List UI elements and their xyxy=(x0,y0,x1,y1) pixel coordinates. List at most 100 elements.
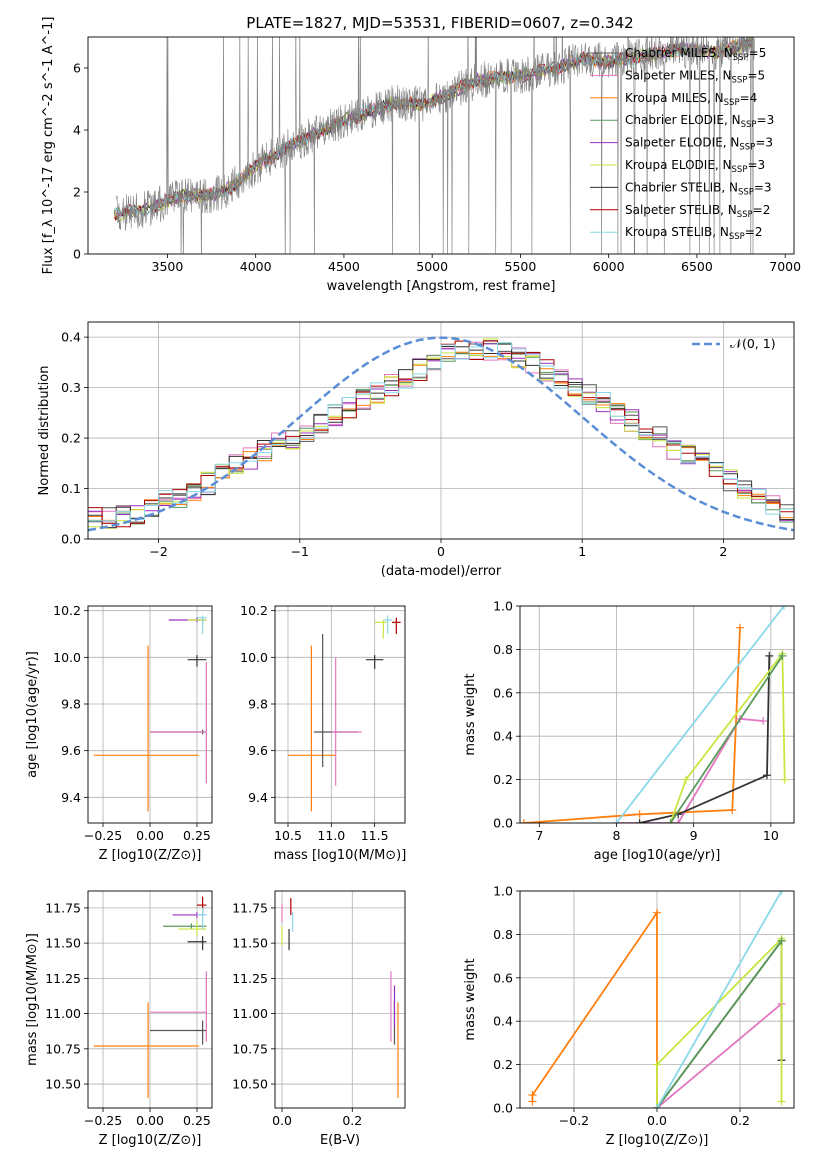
series-line xyxy=(656,940,783,1108)
x-tick-label: 7000 xyxy=(769,259,801,274)
legend-entry: Chabrier MILES, NSSP=5 xyxy=(625,46,766,63)
x-tick-label: 4500 xyxy=(328,259,360,274)
axes-frame xyxy=(274,890,406,1109)
x-tick-label: 0 xyxy=(437,544,445,559)
series-marker xyxy=(653,908,661,917)
legend-entry: Chabrier ELODIE, NSSP=3 xyxy=(625,113,774,130)
x-tick-label: 0.0 xyxy=(272,1113,292,1128)
legend-entry: Chabrier STELIB, NSSP=3 xyxy=(625,180,772,197)
figure-title: PLATE=1827, MJD=53531, FIBERID=0607, z=0… xyxy=(246,14,633,32)
y-tick-label: 0.3 xyxy=(61,380,81,395)
x-tick-label: −0.2 xyxy=(559,1113,589,1128)
series-line xyxy=(639,655,771,823)
y-tick-label: 0.0 xyxy=(493,816,513,831)
x-tick-label: 3500 xyxy=(152,259,184,274)
legend-entry: Salpeter ELODIE, NSSP=3 xyxy=(625,136,773,153)
x-axis-label: wavelength [Angstrom, rest frame] xyxy=(327,279,556,294)
legend-label: Salpeter ELODIE, N xyxy=(625,136,739,150)
y-tick-label: 10.0 xyxy=(53,650,81,665)
legend-subscript: SSP xyxy=(738,187,754,197)
plot-area xyxy=(88,336,794,532)
series-line xyxy=(669,655,784,823)
y-tick-label: 6 xyxy=(73,61,81,76)
plot-area xyxy=(528,891,786,1108)
x-tick-label: −0.25 xyxy=(84,828,122,843)
legend-label: Kroupa MILES, N xyxy=(625,91,724,105)
y-tick-label: 10.0 xyxy=(240,650,268,665)
x-axis-label: (data-model)/error xyxy=(381,564,502,579)
x-tick-label: 8 xyxy=(613,828,621,843)
series-marker xyxy=(780,775,789,784)
y-tick-label: 10.2 xyxy=(53,603,81,618)
y-tick-label: 0.0 xyxy=(493,1101,513,1116)
y-axis-label: Normed distribution xyxy=(37,366,52,496)
x-axis-label: Z [log10(Z/Z⊙)] xyxy=(606,1133,709,1148)
series-line xyxy=(656,936,783,1108)
plot-area xyxy=(520,606,789,823)
x-tick-label: 11.5 xyxy=(361,828,389,843)
legend-subscript: SSP xyxy=(729,232,745,242)
y-tick-label: 9.8 xyxy=(248,697,268,712)
y-tick-label: 0.8 xyxy=(493,642,513,657)
y-tick-label: 9.8 xyxy=(61,697,81,712)
axes-mass_vs_Z: −0.25 0.00 0.25 10.50 10.75 11.00 11.25 11.50 11… xyxy=(25,890,213,1148)
series-marker xyxy=(779,606,788,610)
legend-entry: 𝒩(0, 1) xyxy=(730,336,776,351)
x-tick-label: −1 xyxy=(291,544,309,559)
y-axis-label: Flux [f_λ 10^-17 erg cm^-2 s^-1 A^-1] xyxy=(41,17,56,275)
x-tick-label: 11.0 xyxy=(317,828,345,843)
legend-subscript: SSP xyxy=(732,75,748,85)
series-marker xyxy=(759,717,768,726)
y-tick-label: 4 xyxy=(73,123,81,138)
legend-entry: Kroupa STELIB, NSSP=2 xyxy=(625,225,763,242)
y-tick-label: 0.2 xyxy=(493,772,513,787)
x-tick-label: 0.00 xyxy=(136,1113,164,1128)
legend-count: =5 xyxy=(747,68,765,82)
y-tick-label: 11.50 xyxy=(45,936,81,951)
series-marker xyxy=(653,1060,661,1069)
axes-mass_vs_ebv: 0.0 0.2 10.50 10.75 11.00 11.25 11.50 11.75 E(B-… xyxy=(232,890,406,1148)
y-tick-label: 0.1 xyxy=(61,481,81,496)
legend-label: Chabrier ELODIE, N xyxy=(625,113,741,127)
y-tick-label: 11.75 xyxy=(45,900,81,915)
series-marker xyxy=(778,651,787,660)
series-marker xyxy=(777,936,786,945)
x-tick-label: −0.25 xyxy=(84,1113,122,1128)
legend-count: =3 xyxy=(747,158,765,172)
y-tick-label: 10.2 xyxy=(240,603,268,618)
x-axis-label: E(B-V) xyxy=(320,1133,360,1148)
plot-area xyxy=(114,37,756,254)
x-tick-label: 0.2 xyxy=(730,1113,750,1128)
y-tick-label: 9.6 xyxy=(248,743,268,758)
x-tick-label: 1 xyxy=(578,544,586,559)
plot-area xyxy=(93,896,207,1099)
y-axis-label: age [log10(age/yr)] xyxy=(25,651,40,778)
y-tick-label: 0.0 xyxy=(61,532,81,547)
legend-count: =2 xyxy=(745,225,763,239)
y-tick-label: 9.6 xyxy=(61,743,81,758)
legend-subscript: SSP xyxy=(724,98,740,108)
x-tick-label: 0.0 xyxy=(647,1113,667,1128)
y-tick-label: 0.6 xyxy=(493,685,513,700)
legend-subscript: SSP xyxy=(733,53,749,63)
legend-label: Kroupa ELODIE, N xyxy=(625,158,732,172)
legend-entry: Kroupa ELODIE, NSSP=3 xyxy=(625,158,765,175)
x-axis-label: age [log10(age/yr)] xyxy=(594,848,721,863)
axes-frame xyxy=(519,890,795,1109)
legend-label: Kroupa STELIB, N xyxy=(625,225,729,239)
axes-age_vs_Z: −0.25 0.00 0.25 9.4 9.6 9.8 10.0 10.2 Z [log10(Z… xyxy=(25,603,213,863)
series-marker xyxy=(635,819,644,823)
observed-spectrum-line xyxy=(115,37,756,254)
y-tick-label: 0.6 xyxy=(493,970,513,985)
legend-entry: Salpeter STELIB, NSSP=2 xyxy=(625,203,770,220)
series-marker xyxy=(777,891,786,895)
y-tick-label: 2 xyxy=(73,185,81,200)
y-tick-label: 11.25 xyxy=(45,971,81,986)
legend-label: Chabrier MILES, N xyxy=(625,46,733,60)
y-tick-label: 10.75 xyxy=(45,1041,81,1056)
axes-frame xyxy=(87,321,795,540)
series-marker xyxy=(728,805,737,814)
axes-age_vs_mass: 10.5 11.0 11.5 9.4 9.6 9.8 10.0 10.2 mass [log10… xyxy=(240,603,406,863)
legend-count: =3 xyxy=(755,136,773,150)
